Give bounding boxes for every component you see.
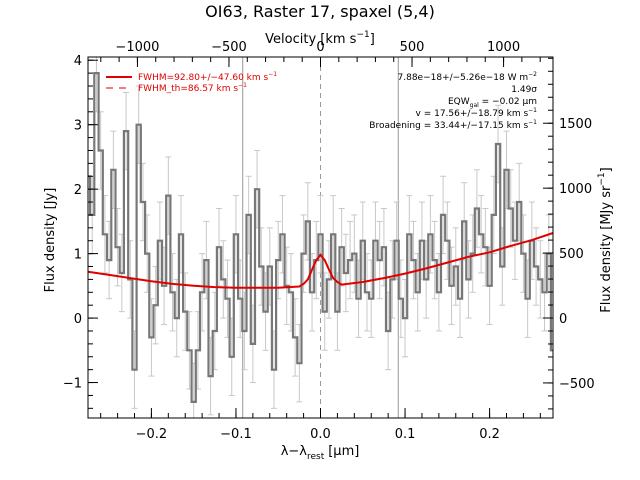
right-tick-label: 1000 [559,182,592,197]
annotation-broadening: Broadening = 33.44+/−17.15 km s−1 [369,119,537,131]
annotation-eqw: EQWgal = −0.02 μm [448,97,537,109]
legend-label-fwhm-th: FWHM_th=86.57 km s−1 [138,82,247,94]
top-axis-ticks: −1000 −500 0 500 1000 [100,40,541,67]
fit-annotations: 7.88e−18+/−5.26e−18 W m−2 1.49σ EQWgal =… [369,71,537,131]
top-tick-label: 0 [316,40,324,55]
top-axis-label: Velocity [km s−1] [265,30,375,47]
legend-label-fwhm: FWHM=92.80+/−47.60 km s−1 [138,71,277,83]
bottom-axis-ticks: −0.2 −0.1 0.0 0.1 0.2 [100,408,541,442]
annotation-velocity: v = 17.56+/−18.79 km s−1 [416,107,538,119]
bottom-tick-label: 0.1 [395,427,416,442]
left-tick-label: 3 [74,119,82,134]
x-axis-label: λ−λrest [μm] [281,444,360,462]
top-tick-label: −1000 [115,40,159,55]
bottom-tick-label: −0.2 [136,427,168,442]
right-tick-label: 0 [559,312,567,327]
right-tick-label: 500 [559,247,584,262]
left-tick-label: 1 [74,248,82,263]
legend: FWHM=92.80+/−47.60 km s−1 FWHM_th=86.57 … [106,71,277,94]
chart-title: OI63, Raster 17, spaxel (5,4) [205,2,435,21]
series-lines [87,72,554,403]
annotation-significance: 1.49σ [511,85,537,95]
top-tick-label: 1000 [487,40,520,55]
left-tick-label: 0 [74,312,82,327]
left-tick-label: −1 [63,377,82,392]
top-tick-label: 500 [400,40,425,55]
bottom-tick-label: 0.0 [310,427,331,442]
right-tick-label: 1500 [559,117,592,132]
right-tick-label: −500 [559,377,595,392]
top-tick-label: −500 [211,40,247,55]
bottom-tick-label: −0.1 [220,427,252,442]
left-tick-label: 2 [74,183,82,198]
annotation-line-flux: 7.88e−18+/−5.26e−18 W m−2 [398,71,538,83]
left-tick-label: 4 [74,54,82,69]
fit-curve [87,232,554,289]
y-axis-label: Flux density [Jy] [43,188,58,293]
spectrum-line [88,72,553,403]
left-axis-ticks: −1 0 1 2 3 4 [63,54,98,409]
bottom-tick-label: 0.2 [479,427,500,442]
right-axis-ticks: −500 0 500 1000 1500 [543,57,595,410]
right-axis-label: Flux density [MJy sr−1] [597,167,614,312]
